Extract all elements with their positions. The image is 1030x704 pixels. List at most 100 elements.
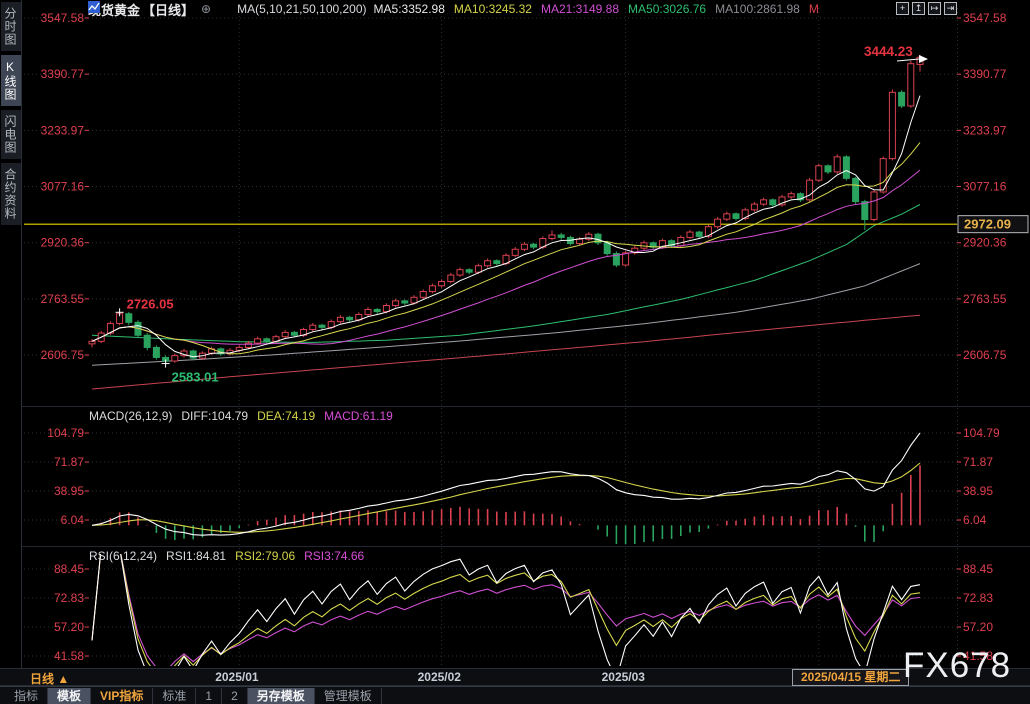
candle-body [336,316,344,323]
period-selector-button[interactable]: 日线 ▲ [30,672,70,686]
candle-body [704,226,712,237]
y-axis-label-left: 72.83 [54,591,84,605]
sidebar-item-lightning-chart[interactable]: 闪电图 [1,110,21,159]
toolbar-standard-button[interactable]: 标准 [153,687,197,704]
y-axis-label-left: 71.87 [54,455,84,469]
exit-full-chart-icon[interactable]: ⇥ [944,2,957,15]
candle-body [576,238,584,245]
y-axis-label-left: 3077.16 [41,180,85,194]
candle-body [346,316,354,321]
sidebar-item-kline-chart[interactable]: K线图 [1,55,21,106]
ma-header-value: MA10:3245.32 [453,2,532,16]
candle-body [806,179,814,201]
candle-body [263,338,271,342]
sidebar-item-contract-info[interactable]: 合约资料 [1,163,21,225]
price-line-value: 2972.09 [964,217,1011,232]
latest-high-label: 3444.23 [864,44,913,59]
period-tag: 【日线】 [142,2,195,18]
candle-body [732,213,740,219]
candle-body [152,346,160,358]
candle-body [447,274,455,283]
y-axis-label-left: 2763.55 [41,292,85,306]
y-axis-label-right: 71.87 [963,455,993,469]
current-date-label: 2025/04/15 星期二 [792,669,910,686]
candle-body [796,193,804,201]
fx678-watermark: FX678 [903,646,1012,685]
swing-low-label: 2583.01 [172,370,219,385]
toolbar-slot1-button[interactable]: 1 [196,687,223,704]
candle-body [548,234,556,240]
axis-scale-up-icon[interactable]: ↥ [912,2,925,15]
candle-body [603,242,611,255]
y-axis-label-right: 104.79 [963,426,1000,440]
x-axis-row: 日线 ▲ 2025/04/15 星期二 2025/01 2025/02 2025/0… [0,668,1030,686]
ma-header-value: MA100:2861.98 [715,2,800,16]
candle-body [695,231,703,237]
y-axis-label-left: 3233.97 [41,123,85,137]
y-axis-label-right: 3390.77 [963,67,1007,81]
candle-body [723,213,731,220]
candle-body [585,233,593,240]
ma-header-value: M [808,2,819,16]
x-axis-month-label: 2025/01 [215,670,259,684]
candle-body [861,201,869,221]
toolbar-template-button[interactable]: 模板 [48,687,92,704]
toolbar-manage-template-button[interactable]: 管理模板 [315,687,382,704]
toolbar-save-template-button[interactable]: 另存模板 [247,687,315,704]
candle-body [364,308,372,315]
ma-settings-label: MA(5,10,21,50,100,200) [237,2,367,16]
rsi-panel-title: RSI(6,12,24) RSI1:84.81 RSI2:79.06 RSI3:… [89,549,364,563]
candle-body [465,269,473,273]
candle-body [281,331,289,338]
rsi3-value: RSI3:74.66 [304,549,365,563]
toolbar-vip-indicator-button[interactable]: VIP指标 [91,687,154,704]
y-axis-label-right: 6.04 [963,513,987,527]
x-axis-month-label: 2025/02 [417,670,461,684]
y-axis-label-left: 88.45 [54,562,84,576]
axis-layer: 3547.58 3547.58 3390.77 3390.77 3233.97 3233.… [22,11,1030,663]
candle-body [189,350,197,359]
candle-body [769,199,777,206]
candle-body [898,91,906,107]
candle-body [787,193,795,198]
candle-body [254,338,262,344]
candle-body [714,218,722,228]
candle-body [750,203,758,211]
toolbar-slot2-button[interactable]: 2 [222,687,248,704]
rsi-plot-layer [91,554,921,666]
ma100-line [91,263,921,366]
candle-body [171,355,179,362]
candle-body [888,91,896,160]
candle-body [125,313,133,323]
candle-body [484,260,492,267]
candle-body [392,300,400,307]
sidebar-divider [21,0,22,686]
candle-body [612,253,620,266]
ma-header-value: MA5:3352.98 [373,2,445,16]
candle-body [879,158,887,193]
candle-body [677,236,685,247]
y-axis-label-left: 3547.58 [41,11,85,25]
y-axis-label-left: 104.79 [47,426,84,440]
chart-canvas: 3547.58 3547.58 3390.77 3390.77 3233.97 3233.… [22,8,1030,666]
candle-body [870,191,878,221]
y-axis-label-right: 3547.58 [963,11,1007,25]
pan-tool-icon[interactable]: + [896,2,909,15]
candle-body [438,281,446,287]
y-axis-label-right: 88.45 [963,562,993,576]
candle-body [244,342,252,348]
y-axis-label-right: 72.83 [963,591,993,605]
swing-high-label: 2726.05 [127,296,174,311]
y-axis-label-left: 6.04 [61,513,85,527]
price-line-value-box [957,215,1029,234]
toolbar-indicators-button[interactable]: 指标 [5,687,49,704]
candle-body [419,291,427,298]
add-indicator-icon[interactable]: ⊕ [201,2,212,16]
latest-high-arrowhead [919,55,928,63]
symbol-title: 现货黄金 [88,2,141,18]
axis-scale-right-icon[interactable]: ↦ [928,2,941,15]
candle-body [318,324,326,328]
sidebar-item-time-chart[interactable]: 分时图 [1,2,21,51]
candle-body [815,165,823,181]
